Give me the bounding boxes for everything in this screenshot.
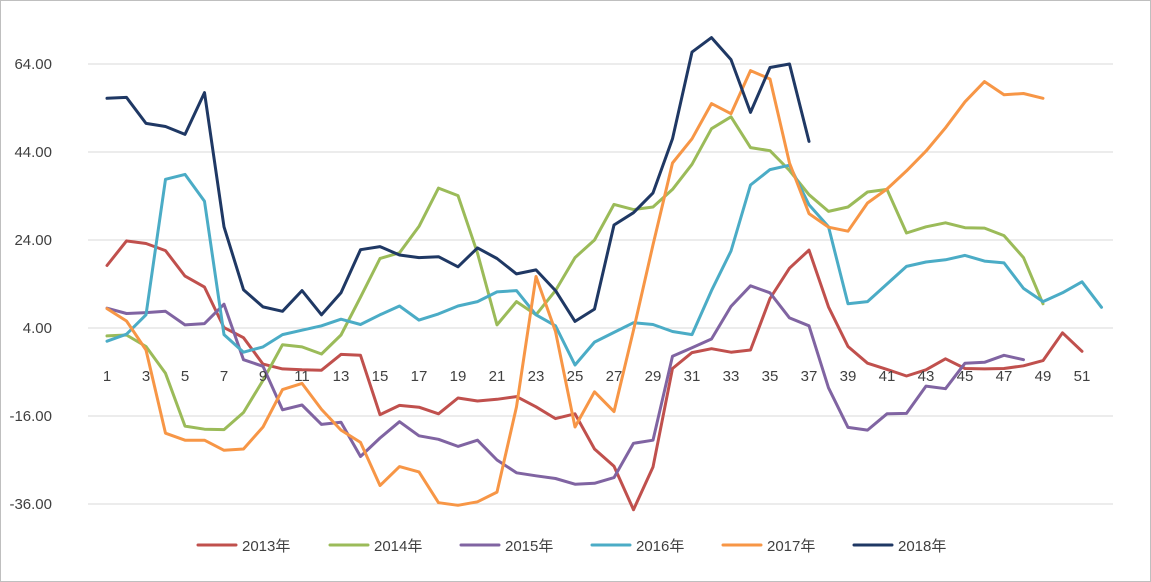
y-tick-label: 64.00	[14, 56, 52, 73]
series-line-2016年	[105, 163, 1103, 367]
series-line-2015年	[105, 284, 1025, 486]
x-tick-label: 43	[918, 368, 935, 385]
series-line-2018年	[105, 36, 811, 323]
x-tick-label: 19	[450, 368, 467, 385]
y-tick-label: 24.00	[14, 232, 52, 249]
legend-label: 2018年	[898, 538, 946, 555]
x-tick-label: 29	[645, 368, 662, 385]
x-tick-label: 5	[181, 368, 189, 385]
x-tick-label: 33	[723, 368, 740, 385]
x-tick-label: 9	[259, 368, 267, 385]
x-tick-label: 35	[762, 368, 779, 385]
x-tick-label: 51	[1074, 368, 1091, 385]
x-tick-label: 3	[142, 368, 150, 385]
series-line-2013年	[105, 239, 1084, 512]
legend-label: 2016年	[636, 538, 684, 555]
x-tick-label: 47	[996, 368, 1013, 385]
x-tick-label: 11	[294, 368, 310, 385]
x-tick-label: 23	[528, 368, 545, 385]
y-tick-label: -16.00	[9, 408, 52, 425]
x-tick-label: 13	[333, 368, 350, 385]
x-tick-label: 25	[567, 368, 584, 385]
series-line-2017年	[105, 69, 1045, 507]
y-tick-label: 44.00	[14, 144, 52, 161]
legend-label: 2014年	[374, 538, 422, 555]
x-tick-label: 31	[684, 368, 701, 385]
x-tick-label: 21	[489, 368, 506, 385]
legend-label: 2015年	[505, 538, 553, 555]
x-tick-label: 7	[220, 368, 228, 385]
legend-label: 2013年	[242, 538, 290, 555]
x-tick-label: 17	[411, 368, 428, 385]
y-axis-tick-labels: 64.00 44.00 24.00 4.00 -16.00 -36.00	[9, 56, 52, 513]
legend: 2013年 2014年 2015年 2016年 2017年 2018年	[196, 538, 946, 555]
x-axis-tick-labels: 1 3 5 7 9 11 13 15 17 19 21 23 25 27 29 31 33 35 37 39 41 43 4…	[103, 368, 1091, 385]
series-lines	[105, 36, 1103, 512]
y-tick-label: 4.00	[23, 320, 52, 337]
x-tick-label: 41	[879, 368, 896, 385]
gridlines	[88, 63, 1113, 505]
x-tick-label: 45	[957, 368, 974, 385]
x-tick-label: 49	[1035, 368, 1052, 385]
legend-label: 2017年	[767, 538, 815, 555]
x-tick-label: 37	[801, 368, 818, 385]
y-tick-label: -36.00	[9, 496, 52, 513]
x-tick-label: 39	[840, 368, 857, 385]
x-tick-label: 27	[606, 368, 623, 385]
x-tick-label: 1	[103, 368, 111, 385]
x-tick-label: 15	[372, 368, 389, 385]
